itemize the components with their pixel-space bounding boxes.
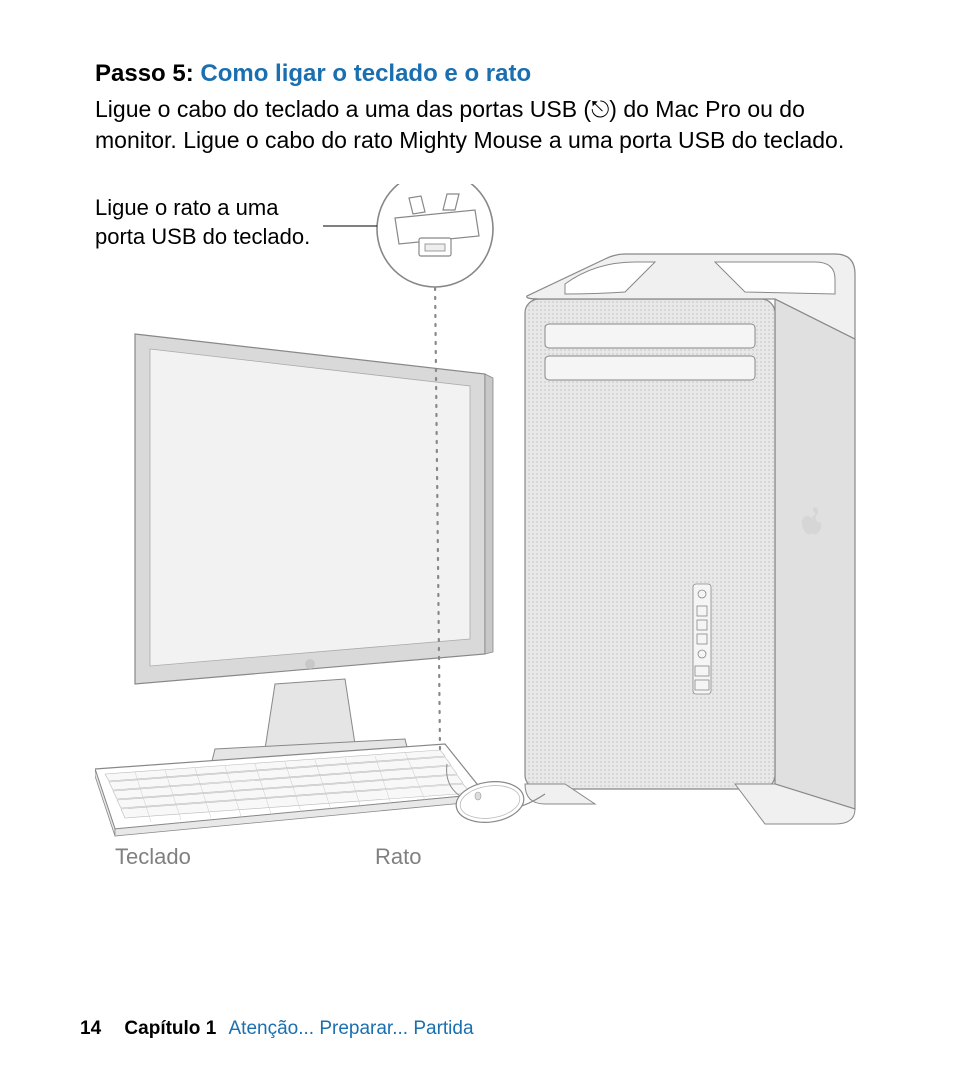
callout-text: Ligue o rato a uma porta USB do teclado. <box>95 194 325 251</box>
keyboard-label: Teclado <box>115 844 191 870</box>
mouse-label: Rato <box>375 844 421 870</box>
diagram-svg <box>95 184 865 884</box>
mouse-label-text: Rato <box>375 844 421 869</box>
body-paragraph: Ligue o cabo do teclado a uma das portas… <box>95 94 865 156</box>
mac-pro-tower <box>525 254 855 824</box>
callout-text-content: Ligue o rato a uma porta USB do teclado. <box>95 195 310 249</box>
chapter-label: Capítulo 1 <box>124 1018 216 1039</box>
step-title: Como ligar o teclado e o rato <box>200 60 531 87</box>
step-label: Passo 5: <box>95 60 194 87</box>
magnifier <box>377 184 493 287</box>
keyboard <box>95 744 485 836</box>
page-footer: 14 Capítulo 1 Atenção... Preparar... Par… <box>80 1018 474 1040</box>
step-heading: Passo 5: Como ligar o teclado e o rato <box>95 60 865 88</box>
keyboard-label-text: Teclado <box>115 844 191 869</box>
chapter-title: Atenção... Preparar... Partida <box>229 1018 474 1039</box>
setup-diagram: Ligue o rato a uma porta USB do teclado. <box>95 184 865 884</box>
page-number: 14 <box>80 1018 101 1039</box>
